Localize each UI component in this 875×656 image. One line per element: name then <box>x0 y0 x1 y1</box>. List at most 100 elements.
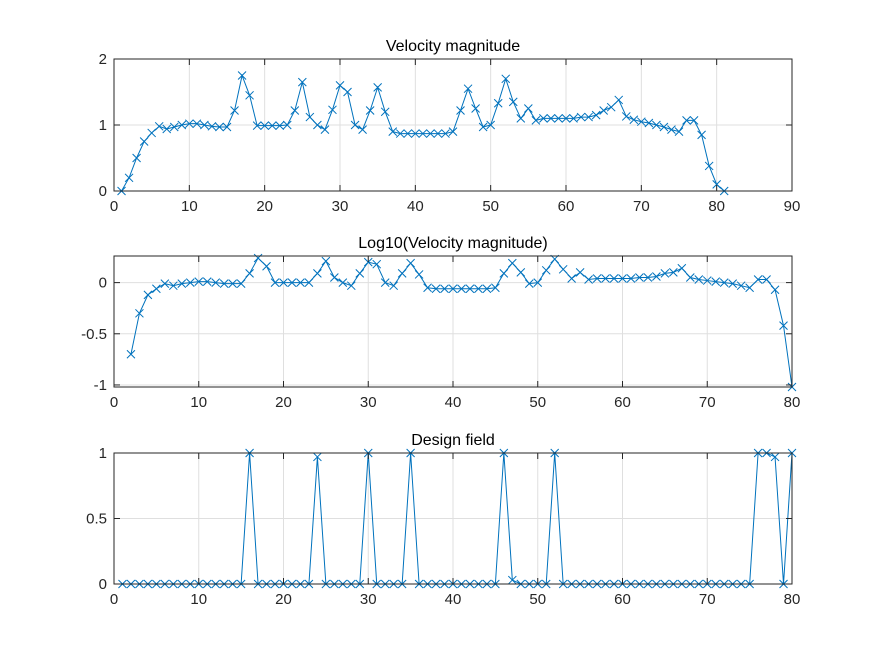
data-point <box>584 275 593 284</box>
data-point <box>260 121 270 131</box>
data-point <box>599 106 609 115</box>
x-tick-label: 70 <box>633 198 650 215</box>
data-point <box>147 128 157 138</box>
data-point <box>440 284 449 294</box>
data-point <box>541 265 551 275</box>
data-point <box>184 119 194 129</box>
x-tick-label: 40 <box>407 198 424 215</box>
data-point <box>677 263 687 273</box>
x-tick-label: 50 <box>529 591 546 608</box>
data-point <box>262 261 271 271</box>
data-point <box>313 120 322 130</box>
chart-title: Log10(Velocity magnitude) <box>358 235 547 252</box>
data-point <box>282 120 292 130</box>
x-tick-label: 70 <box>699 591 716 608</box>
x-tick-label: 10 <box>181 198 198 215</box>
x-tick-label: 80 <box>784 591 801 608</box>
data-point <box>152 284 161 294</box>
data-point <box>202 277 212 286</box>
data-point <box>222 122 232 132</box>
data-point <box>719 278 729 287</box>
data-point <box>380 107 390 117</box>
data-point <box>546 114 556 123</box>
data-point <box>567 274 577 283</box>
data-point <box>682 116 691 125</box>
chart-title: Velocity magnitude <box>386 38 520 55</box>
data-point <box>335 81 345 90</box>
x-tick-label: 30 <box>360 394 377 411</box>
y-tick-label: 0.5 <box>86 511 107 528</box>
data-point <box>313 269 322 278</box>
data-point <box>305 112 315 122</box>
data-point <box>644 118 654 128</box>
data-point <box>139 137 149 146</box>
data-point <box>516 268 526 277</box>
data-point <box>507 575 517 585</box>
data-point <box>636 117 646 127</box>
data-point <box>448 127 458 136</box>
y-tick-label: -1 <box>94 377 107 394</box>
data-point <box>219 279 229 288</box>
data-point <box>712 180 722 189</box>
data-point <box>471 104 480 113</box>
data-point <box>346 281 356 291</box>
y-tick-label: 2 <box>99 51 107 68</box>
data-point <box>389 281 399 291</box>
data-point <box>406 258 415 268</box>
data-point <box>237 71 247 80</box>
data-point <box>363 257 373 267</box>
data-point <box>403 129 413 138</box>
data-point <box>124 173 134 183</box>
data-point <box>606 102 616 112</box>
data-point <box>779 321 788 330</box>
data-point <box>185 278 195 287</box>
x-tick-label: 0 <box>110 198 118 215</box>
data-point <box>329 273 339 282</box>
data-point <box>304 278 314 287</box>
data-point <box>533 278 543 287</box>
data-point <box>343 87 352 97</box>
data-point <box>410 129 420 138</box>
data-point <box>711 277 721 286</box>
data-point <box>169 122 179 132</box>
data-point <box>418 129 428 138</box>
x-tick-label: 60 <box>614 394 631 411</box>
x-tick-label: 0 <box>110 394 118 411</box>
x-tick-label: 30 <box>360 591 377 608</box>
data-point <box>463 84 473 94</box>
data-point <box>297 77 307 87</box>
data-point <box>321 256 331 266</box>
data-point <box>448 284 458 294</box>
y-tick-label: -0.5 <box>81 326 107 343</box>
data-point <box>524 279 534 288</box>
data-point <box>523 104 533 113</box>
data-point <box>592 274 602 283</box>
data-point <box>388 127 398 136</box>
data-point <box>584 112 593 122</box>
data-point <box>668 268 678 277</box>
data-point <box>162 124 172 134</box>
data-point <box>508 97 518 107</box>
data-point <box>478 122 488 132</box>
x-tick-label: 60 <box>614 591 631 608</box>
chart-title: Design field <box>411 432 495 449</box>
data-point <box>685 273 695 282</box>
data-point <box>126 349 136 359</box>
data-point <box>539 114 548 123</box>
x-tick-label: 80 <box>708 198 725 215</box>
data-point <box>635 273 644 282</box>
data-point <box>660 269 670 278</box>
data-point <box>200 120 209 130</box>
data-point <box>561 114 571 123</box>
data-point <box>441 129 450 138</box>
x-tick-label: 10 <box>190 394 207 411</box>
data-point <box>328 105 337 115</box>
x-tick-label: 0 <box>110 591 118 608</box>
data-point <box>194 277 204 286</box>
data-point <box>253 253 263 263</box>
data-point <box>652 120 661 130</box>
data-point <box>290 106 300 115</box>
x-tick-label: 30 <box>332 198 349 215</box>
